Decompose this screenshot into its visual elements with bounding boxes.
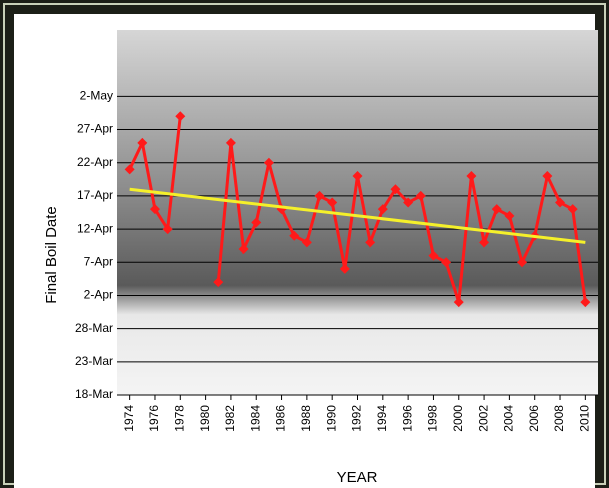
x-tick-label: 1974 xyxy=(122,405,136,432)
y-tick-label: 18-Mar xyxy=(75,387,113,401)
chart: Final Boil Date YEAR 18-Mar 23-Mar 28-Mar 2… xyxy=(0,0,609,488)
x-tick-label: 2008 xyxy=(552,405,566,432)
x-tick-label: 2006 xyxy=(527,405,541,432)
y-tick-label: 2-Apr xyxy=(84,288,113,302)
x-tick-label: 1998 xyxy=(426,405,440,432)
y-tick-label: 23-Mar xyxy=(75,354,113,368)
x-tick-label: 1982 xyxy=(223,405,237,432)
y-tick-label: 2-May xyxy=(80,89,113,103)
y-tick-label: 7-Apr xyxy=(84,254,113,268)
x-tick-label: 1988 xyxy=(299,405,313,432)
y-axis-label: Final Boil Date xyxy=(43,206,60,304)
x-tick-label: 2002 xyxy=(476,405,490,432)
x-tick-label: 1996 xyxy=(400,405,414,432)
x-tick-label: 1992 xyxy=(350,405,364,432)
x-tick-label: 1978 xyxy=(172,405,186,432)
y-tick-label: 12-Apr xyxy=(77,221,113,235)
x-tick-label: 1980 xyxy=(198,405,212,432)
x-tick-label: 1986 xyxy=(274,405,288,432)
x-tick-label: 1994 xyxy=(375,405,389,432)
y-tick-label: 27-Apr xyxy=(77,122,113,136)
x-tick-label: 1984 xyxy=(248,405,262,432)
photo-background xyxy=(117,30,598,395)
x-tick-label: 1990 xyxy=(324,405,338,432)
x-axis-label: YEAR xyxy=(337,469,378,486)
y-tick-label: 28-Mar xyxy=(75,321,113,335)
x-tick-label: 2000 xyxy=(451,405,465,432)
x-tick-label: 1976 xyxy=(147,405,161,432)
y-tick-label: 17-Apr xyxy=(77,188,113,202)
x-tick-label: 2004 xyxy=(502,405,516,432)
y-tick-label: 22-Apr xyxy=(77,155,113,169)
x-tick-label: 2010 xyxy=(578,405,592,432)
